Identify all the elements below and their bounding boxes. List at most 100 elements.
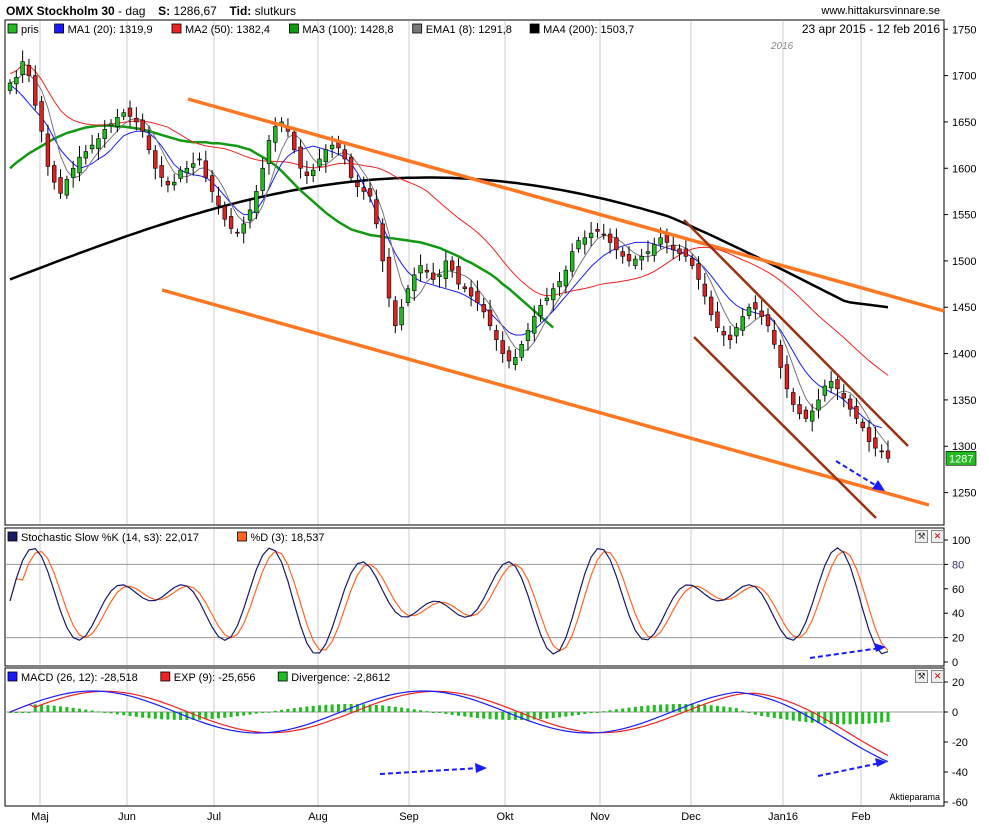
candle-body xyxy=(784,364,790,390)
candle-body xyxy=(140,119,145,132)
candle-body xyxy=(424,269,430,273)
legend-swatch xyxy=(237,531,247,542)
candle-body xyxy=(727,334,733,340)
y-tick-label: 1600 xyxy=(952,163,976,175)
candle-body xyxy=(393,300,398,327)
divergence-bar xyxy=(400,707,404,712)
candle-body xyxy=(292,131,297,151)
candle-body xyxy=(178,169,183,179)
candle-body xyxy=(803,409,809,419)
candle-body xyxy=(20,61,25,75)
annotation-arrow xyxy=(817,762,881,777)
divergence-bar xyxy=(475,712,479,718)
candle-body xyxy=(266,140,272,164)
candle-body xyxy=(77,156,82,174)
candle-body xyxy=(14,77,19,85)
candle-body xyxy=(367,188,373,197)
divergence-bar xyxy=(393,706,397,712)
candle-body xyxy=(772,330,777,345)
candle-body xyxy=(462,286,467,290)
divergence-bar xyxy=(115,712,119,715)
last-price-tag xyxy=(945,450,977,466)
x-tick-label: Maj xyxy=(31,811,49,823)
candle-body xyxy=(342,149,347,160)
candle-body xyxy=(544,297,550,302)
candle-body xyxy=(222,205,227,220)
divergence-bar xyxy=(614,709,618,712)
candle-body xyxy=(468,287,474,297)
candle-body xyxy=(83,151,88,159)
divergence-bar xyxy=(545,712,549,719)
divergence-bar xyxy=(172,712,176,720)
divergence-bar xyxy=(286,708,290,712)
divergence-bar xyxy=(223,712,227,718)
divergence-bar xyxy=(40,704,44,712)
candle-body xyxy=(532,316,537,334)
candle-body xyxy=(607,233,613,243)
legend-label: %D (3): 18,537 xyxy=(251,532,325,544)
legend-label: MA4 (200): 1503,7 xyxy=(543,24,634,36)
divergence-bar xyxy=(690,704,694,712)
y-tick-label: 1350 xyxy=(952,395,976,407)
close-icon[interactable]: ✕ xyxy=(931,530,944,543)
x-tick-label: Feb xyxy=(852,811,871,823)
candle-body xyxy=(254,191,259,214)
candle-body xyxy=(216,195,221,206)
divergence-bar xyxy=(305,706,309,712)
stoch-panel-frame xyxy=(4,527,945,667)
candle-body xyxy=(879,450,884,453)
s-label: S: xyxy=(158,4,171,18)
candle-body xyxy=(311,169,316,176)
candle-body xyxy=(866,427,872,442)
legend-swatch xyxy=(277,671,288,682)
wrench-icon[interactable]: ⚒ xyxy=(915,670,928,683)
symbol-name: OMX Stockholm 30 xyxy=(6,4,115,18)
candle-body xyxy=(885,450,891,459)
candle-body xyxy=(431,272,436,280)
y-tick-label: -20 xyxy=(952,737,968,749)
candle-body xyxy=(153,150,158,169)
legend-label: MA2 (50): 1382,4 xyxy=(185,24,270,36)
candle-body xyxy=(759,310,764,317)
candle-body xyxy=(854,406,859,419)
candle-body xyxy=(45,133,51,167)
candle-body xyxy=(172,181,177,186)
annotation-arrowhead xyxy=(475,763,487,773)
divergence-bar xyxy=(564,712,568,717)
candle-body xyxy=(190,163,196,168)
legend-label: Divergence: -2,8612 xyxy=(291,672,390,684)
divergence-bar xyxy=(280,709,284,712)
wrench-icon[interactable]: ⚒ xyxy=(915,530,928,543)
candle-body xyxy=(841,393,846,399)
candle-body xyxy=(374,199,379,225)
divergence-bar xyxy=(488,712,492,720)
annotation-arrow xyxy=(809,647,881,659)
candle-body xyxy=(614,237,619,251)
y-tick-label: -40 xyxy=(952,767,968,779)
divergence-bar xyxy=(134,712,138,717)
divergence-bar xyxy=(772,712,776,718)
close-icon[interactable]: ✕ xyxy=(931,670,944,683)
candle-body xyxy=(696,263,701,280)
divergence-bar xyxy=(608,710,612,712)
candle-body xyxy=(683,248,689,257)
legend-label: Stochastic Slow %K (14, s3): 22,017 xyxy=(21,532,199,544)
candle-body xyxy=(740,316,745,331)
candle-body xyxy=(487,309,493,327)
divergence-bar xyxy=(59,706,63,712)
candle-body xyxy=(89,144,95,150)
divergence-bar xyxy=(90,710,94,712)
candle-body xyxy=(197,158,202,161)
stoch-k-line xyxy=(9,547,889,655)
candle-body xyxy=(601,233,606,236)
annotation-arrowhead xyxy=(875,758,887,767)
divergence-bar xyxy=(273,710,277,712)
divergence-bar xyxy=(734,708,738,712)
candle-body xyxy=(582,237,587,245)
period: dag xyxy=(125,4,146,18)
trend-line-brown-upper xyxy=(683,219,909,447)
divergence-bar xyxy=(501,712,505,720)
divergence-bar xyxy=(829,712,833,724)
candle-body xyxy=(399,306,404,326)
